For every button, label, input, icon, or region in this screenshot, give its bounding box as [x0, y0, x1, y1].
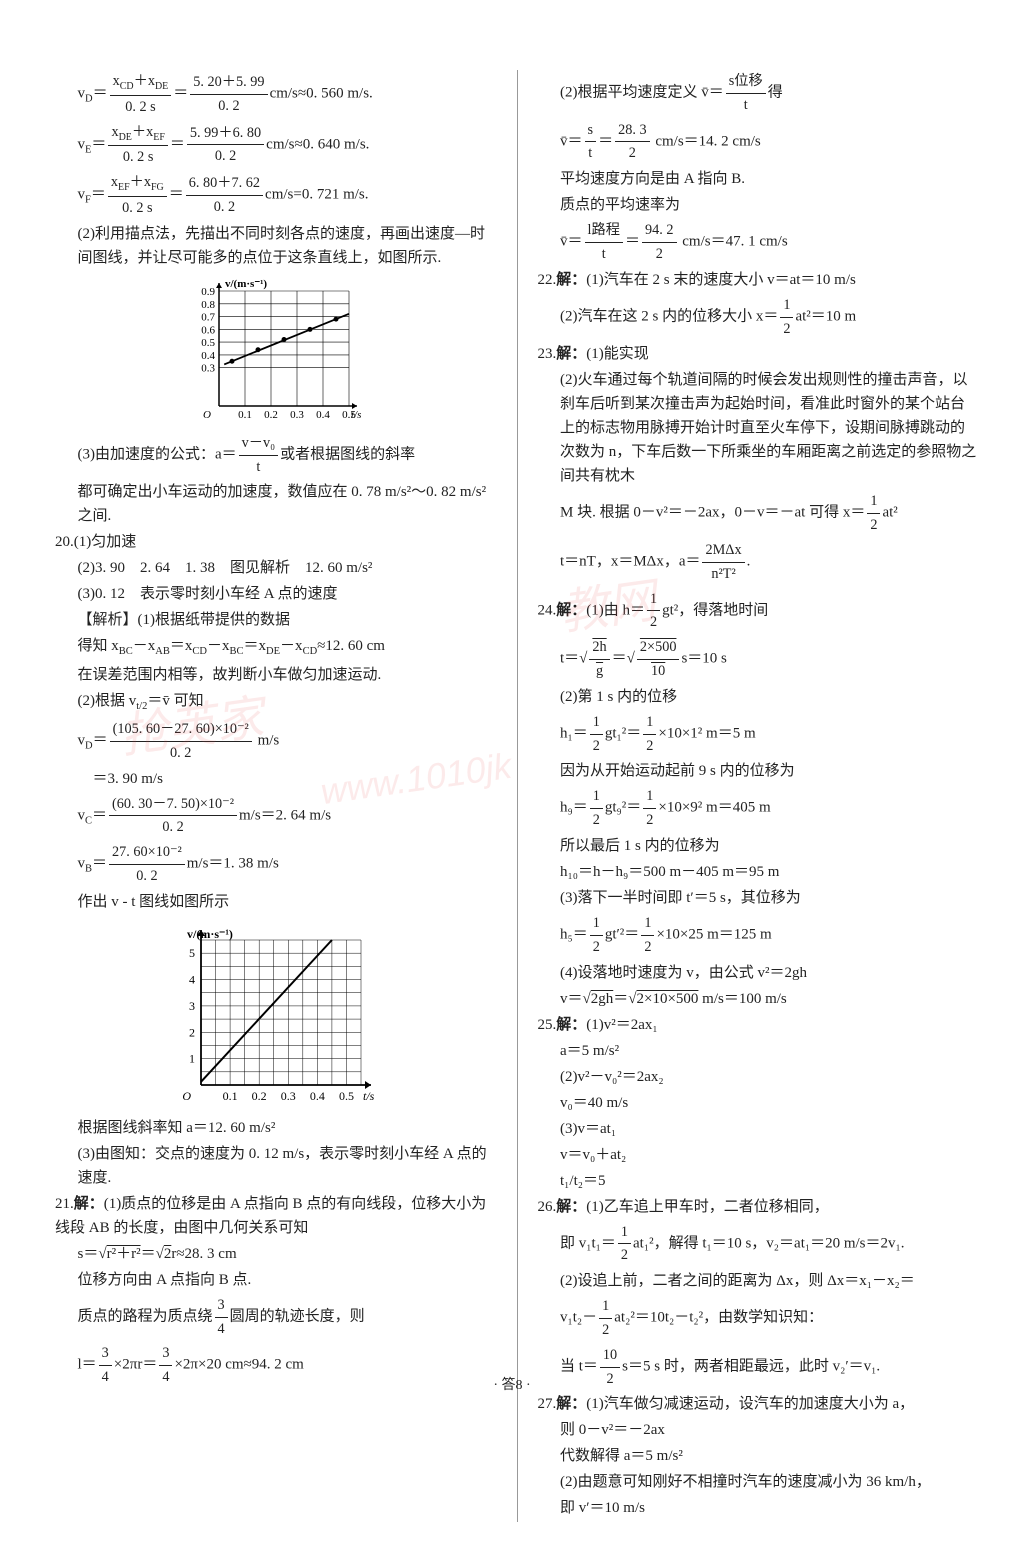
svg-text:t/s: t/s [351, 409, 361, 421]
q24-4: h₁＝12gt₁²＝12×10×1² m＝5 m [538, 711, 980, 758]
svg-text:0.3: 0.3 [201, 362, 215, 374]
p2-text: (2)利用描点法，先描出不同时刻各点的速度，再画出速度—时间图线，并让尽可能多的… [55, 222, 497, 270]
svg-text:0.5: 0.5 [339, 1089, 354, 1103]
q21: 21.解：(1)质点的位移是由 A 点指向 B 点的有向线段，位移大小为线段 A… [55, 1192, 497, 1240]
velocity-time-chart-1: 0.10.20.30.40.50.30.40.50.60.70.80.9Ot/s… [181, 276, 371, 426]
svg-text:0.6: 0.6 [201, 324, 215, 336]
q26-4: v₁t₂－12at₂²＝10t₂－t₂²，由数学知识知： [538, 1295, 980, 1342]
q25-4: v₀＝40 m/s [538, 1091, 980, 1115]
page-content: vD＝xCD＋xDE0. 2 s＝5. 20＋5. 990. 2cm/s≈0. … [0, 0, 1024, 1552]
svg-text:O: O [182, 1089, 191, 1103]
q20-2: (2)3. 90 2. 64 1. 38 图见解析 12. 60 m/s² [55, 556, 497, 580]
q20-vd-res: ＝3. 90 m/s [55, 767, 497, 791]
q24-2: t＝√2hg＝√2×50010s＝10 s [538, 636, 980, 683]
svg-text:0.3: 0.3 [281, 1089, 296, 1103]
q27-3: 代数解得 a＝5 m/s² [538, 1444, 980, 1468]
svg-text:v/(m·s⁻¹): v/(m·s⁻¹) [225, 278, 267, 290]
svg-text:0.3: 0.3 [290, 409, 304, 421]
q20-vt: 作出 v - t 图线如图所示 [55, 890, 497, 914]
eq-vf: vF＝xEF＋xFG0. 2 s＝6. 80＋7. 620. 2cm/s=0. … [55, 171, 497, 220]
svg-text:0.1: 0.1 [222, 1089, 237, 1103]
q23-2: (2)火车通过每个轨道间隔的时候会发出规则性的撞击声音，以刹车后听到某次撞击声为… [538, 368, 980, 488]
svg-text:3: 3 [189, 999, 195, 1013]
r5: v̄＝l路程t＝94. 22 cm/s＝47. 1 cm/s [538, 219, 980, 266]
svg-text:t/s: t/s [363, 1089, 375, 1103]
q25-6: v＝v₀＋at₂ [538, 1143, 980, 1167]
r1: (2)根据平均速度定义 v̄＝s位移t得 [538, 70, 980, 117]
q24-12: v＝√2gh＝√2×10×500 m/s＝100 m/s [538, 987, 980, 1011]
q24-6: h₉＝12gt₉²＝12×10×9² m＝405 m [538, 785, 980, 832]
right-column: (2)根据平均速度定义 v̄＝s位移t得 v̄＝st＝28. 32 cm/s＝1… [538, 70, 980, 1522]
q20-p3: (3)由图知：交点的速度为 0. 12 m/s，表示零时刻小车经 A 点的速度. [55, 1142, 497, 1190]
q25: 25.解：(1)v²＝2ax₁ [538, 1013, 980, 1037]
page-footer: · 答8 · [0, 1375, 1024, 1397]
svg-text:0.4: 0.4 [310, 1089, 325, 1103]
svg-text:0.2: 0.2 [264, 409, 278, 421]
q24-9: (3)落下一半时间即 t′＝5 s，其位移为 [538, 886, 980, 910]
q25-5: (3)v＝at₁ [538, 1117, 980, 1141]
q20-vb: vB＝27. 60×10⁻²0. 2m/s＝1. 38 m/s [55, 841, 497, 888]
q24-11: (4)设落地时速度为 v，由公式 v²＝2gh [538, 961, 980, 985]
svg-text:0.4: 0.4 [316, 409, 330, 421]
svg-text:0.7: 0.7 [201, 311, 215, 323]
q24-10: h₅＝12gt′²＝12×10×25 m＝125 m [538, 912, 980, 959]
q25-3: (2)v²－v₀²＝2ax₂ [538, 1065, 980, 1089]
q23-4: t＝nT，x＝MΔx，a＝2MΔxn²T². [538, 539, 980, 586]
q25-7: t₁/t₂＝5 [538, 1169, 980, 1193]
q26: 26.解：(1)乙车追上甲车时，二者位移相同， [538, 1195, 980, 1219]
q20: 20.(1)匀加速 [55, 530, 497, 554]
svg-text:0.9: 0.9 [201, 286, 215, 298]
q24-8: h₁₀＝h－h₉＝500 m－405 m＝95 m [538, 860, 980, 884]
q27-4: (2)由题意可知刚好不相撞时汽车的速度减小为 36 km/h， [538, 1470, 980, 1494]
svg-text:1: 1 [189, 1051, 195, 1065]
velocity-time-chart-2: 0.1 0.2 0.3 0.4 0.5 1 2 3 4 5 Ot/s v/(m·s⁻¹) [161, 920, 391, 1110]
q24: 24.解：(1)由 h＝12gt²，得落地时间 [538, 588, 980, 635]
q20-jx4: (2)根据 vt/2＝v̄ 可知 [55, 689, 497, 716]
q22-2: (2)汽车在这 2 s 内的位移大小 x＝12at²＝10 m [538, 294, 980, 341]
q20-jx2: 得知 xBC－xAB＝xCD－xBC＝xDE－xCD≈12. 60 cm [55, 634, 497, 661]
svg-text:2: 2 [189, 1025, 195, 1039]
svg-text:0.1: 0.1 [238, 409, 252, 421]
svg-text:0.8: 0.8 [201, 299, 215, 311]
r4: 质点的平均速率为 [538, 193, 980, 217]
q20-jx3: 在误差范围内相等，故判断小车做匀加速运动. [55, 663, 497, 687]
q27-2: 则 0－v²＝－2ax [538, 1418, 980, 1442]
p3e: 都可确定出小车运动的加速度，数值应在 0. 78 m/s²～0. 82 m/s²… [55, 480, 497, 528]
eq-vd: vD＝xCD＋xDE0. 2 s＝5. 20＋5. 990. 2cm/s≈0. … [55, 70, 497, 119]
q21-dir: 位移方向由 A 点指向 B 点. [55, 1268, 497, 1292]
eq-ve: vE＝xDE＋xEF0. 2 s＝5. 99＋6. 800. 2cm/s≈0. … [55, 121, 497, 170]
svg-text:5: 5 [189, 946, 195, 960]
column-divider [517, 70, 518, 1522]
svg-text:0.2: 0.2 [251, 1089, 266, 1103]
q26-2: 即 v₁t₁＝12at₁²，解得 t₁＝10 s，v₂＝at₁＝20 m/s＝2… [538, 1221, 980, 1268]
r2: v̄＝st＝28. 32 cm/s＝14. 2 cm/s [538, 119, 980, 166]
q20-slope: 根据图线斜率知 a＝12. 60 m/s² [55, 1116, 497, 1140]
q24-7: 所以最后 1 s 内的位移为 [538, 834, 980, 858]
q23-3: M 块. 根据 0－v²＝－2ax，0－v＝－at 可得 x＝12at² [538, 490, 980, 537]
left-column: vD＝xCD＋xDE0. 2 s＝5. 20＋5. 990. 2cm/s≈0. … [55, 70, 497, 1522]
q22: 22.解：(1)汽车在 2 s 末的速度大小 v＝at＝10 m/s [538, 268, 980, 292]
q21-s: s＝√r²＋r²＝√2r≈28. 3 cm [55, 1242, 497, 1266]
p3a: (3)由加速度的公式：a＝v－v₀t或者根据图线的斜率 [55, 432, 497, 479]
q20-vc: vC＝(60. 30－7. 50)×10⁻²0. 2m/s＝2. 64 m/s [55, 793, 497, 840]
r3: 平均速度方向是由 A 指向 B. [538, 167, 980, 191]
q26-3: (2)设追上前，二者之间的距离为 Δx，则 Δx＝x₁－x₂＝ [538, 1269, 980, 1293]
svg-text:v/(m·s⁻¹): v/(m·s⁻¹) [187, 927, 233, 941]
q23: 23.解：(1)能实现 [538, 342, 980, 366]
svg-text:4: 4 [189, 972, 195, 986]
q20-jx: 【解析】(1)根据纸带提供的数据 [55, 608, 497, 632]
q25-2: a＝5 m/s² [538, 1039, 980, 1063]
q21-path: 质点的路程为质点绕34圆周的轨迹长度，则 [55, 1294, 497, 1341]
svg-text:0.4: 0.4 [201, 350, 215, 362]
svg-text:O: O [203, 409, 211, 421]
q24-3: (2)第 1 s 内的位移 [538, 685, 980, 709]
q24-5: 因为从开始运动起前 9 s 内的位移为 [538, 759, 980, 783]
q20-vd: vD＝(105. 60－27. 60)×10⁻²0. 2 m/s [55, 718, 497, 765]
q20-3: (3)0. 12 表示零时刻小车经 A 点的速度 [55, 582, 497, 606]
svg-text:0.5: 0.5 [201, 337, 215, 349]
q27-5: 即 v′＝10 m/s [538, 1496, 980, 1520]
